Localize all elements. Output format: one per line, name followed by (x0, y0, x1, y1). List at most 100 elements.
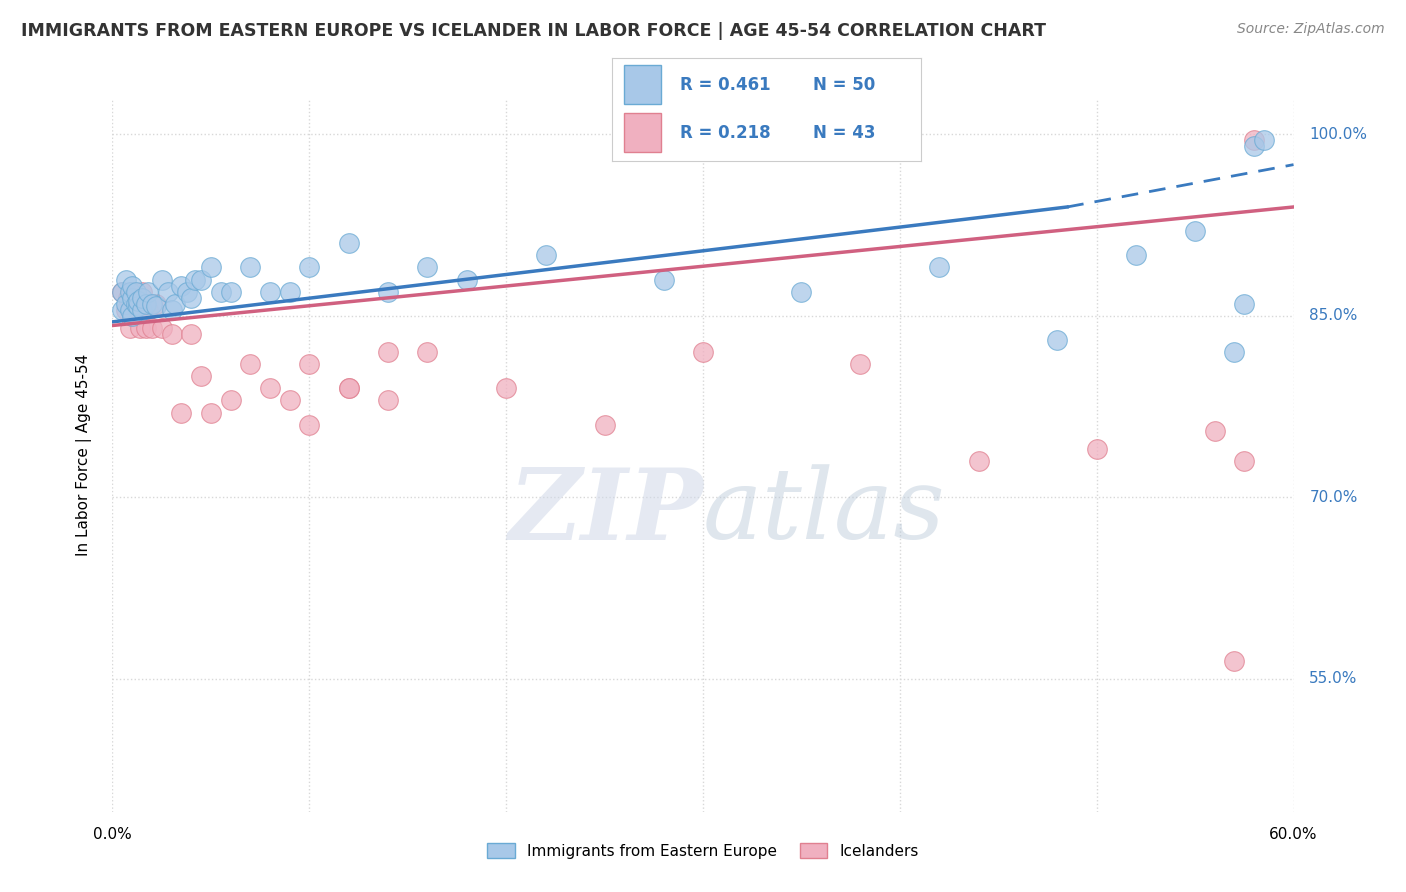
Point (127, 302, 149, 317)
Text: Source: ZipAtlas.com: Source: ZipAtlas.com (1237, 22, 1385, 37)
Point (259, 285, 281, 299)
Text: IMMIGRANTS FROM EASTERN EUROPE VS ICELANDER IN LABOR FORCE | AGE 45-54 CORRELATI: IMMIGRANTS FROM EASTERN EUROPE VS ICELAN… (21, 22, 1046, 40)
Point (239, 357, 262, 371)
Point (176, 285, 198, 299)
Point (337, 236, 360, 251)
Point (115, 302, 138, 317)
Point (141, 297, 163, 311)
Text: R = 0.218: R = 0.218 (679, 124, 770, 142)
Y-axis label: In Labor Force | Age 45-54: In Labor Force | Age 45-54 (76, 354, 91, 556)
Point (298, 417, 321, 432)
Point (495, 381, 517, 395)
Point (337, 381, 360, 395)
FancyBboxPatch shape (624, 65, 661, 104)
Point (1085, 442, 1108, 456)
Point (127, 294, 149, 309)
Point (131, 291, 153, 305)
Point (160, 326, 183, 341)
Point (692, 345, 714, 359)
Point (170, 278, 193, 293)
Point (132, 297, 155, 311)
Point (337, 381, 360, 395)
Point (1243, 139, 1265, 153)
Point (180, 326, 202, 341)
Point (121, 285, 143, 299)
Text: 70.0%: 70.0% (1309, 490, 1358, 505)
Text: 60.0%: 60.0% (1270, 828, 1317, 842)
Point (145, 299, 167, 313)
Point (135, 321, 157, 335)
Point (1204, 424, 1226, 438)
Point (125, 297, 148, 311)
Point (928, 260, 950, 275)
Text: 0.0%: 0.0% (93, 828, 132, 842)
Point (534, 248, 557, 262)
Point (136, 302, 159, 317)
Point (751, 139, 773, 153)
Point (1253, 133, 1275, 147)
Point (790, 285, 813, 299)
Text: 85.0%: 85.0% (1309, 309, 1358, 323)
Point (593, 417, 616, 432)
Point (456, 272, 478, 286)
Point (111, 302, 134, 317)
Point (416, 260, 439, 275)
Text: R = 0.461: R = 0.461 (679, 76, 770, 94)
Point (156, 285, 179, 299)
Point (129, 321, 152, 335)
Point (377, 285, 399, 299)
Point (135, 297, 157, 311)
Text: 100.0%: 100.0% (1309, 127, 1367, 142)
Point (219, 393, 242, 408)
Point (849, 357, 872, 371)
Point (160, 302, 183, 317)
Point (111, 285, 134, 299)
Point (125, 291, 148, 305)
Point (1233, 297, 1256, 311)
Point (145, 297, 167, 311)
Point (165, 297, 187, 311)
Point (121, 278, 143, 293)
Point (120, 285, 142, 299)
Point (652, 272, 675, 286)
Point (127, 299, 149, 313)
Point (170, 406, 193, 420)
Legend: Immigrants from Eastern Europe, Icelanders: Immigrants from Eastern Europe, Icelande… (481, 837, 925, 864)
Point (1233, 454, 1256, 468)
Point (115, 297, 138, 311)
Point (136, 285, 159, 299)
Point (190, 272, 212, 286)
Point (150, 272, 173, 286)
Point (239, 260, 262, 275)
Point (200, 260, 222, 275)
Point (377, 345, 399, 359)
Text: 55.0%: 55.0% (1309, 671, 1358, 686)
Point (1046, 333, 1069, 347)
Text: N = 50: N = 50 (813, 76, 875, 94)
Point (190, 369, 212, 384)
Point (141, 321, 163, 335)
Point (150, 321, 173, 335)
Point (377, 393, 399, 408)
Point (184, 272, 207, 286)
Point (120, 302, 142, 317)
Point (1125, 248, 1147, 262)
Point (1223, 345, 1246, 359)
Point (278, 285, 301, 299)
Point (219, 285, 242, 299)
Point (967, 454, 990, 468)
Point (298, 357, 321, 371)
Point (120, 321, 142, 335)
Point (121, 291, 143, 305)
Point (121, 309, 143, 323)
Point (1184, 224, 1206, 238)
Text: N = 43: N = 43 (813, 124, 875, 142)
Point (416, 345, 439, 359)
Point (200, 406, 222, 420)
Point (298, 260, 321, 275)
Point (121, 309, 143, 323)
Text: ZIP: ZIP (508, 464, 703, 560)
Point (131, 285, 153, 299)
Point (180, 291, 202, 305)
Text: atlas: atlas (703, 465, 946, 559)
